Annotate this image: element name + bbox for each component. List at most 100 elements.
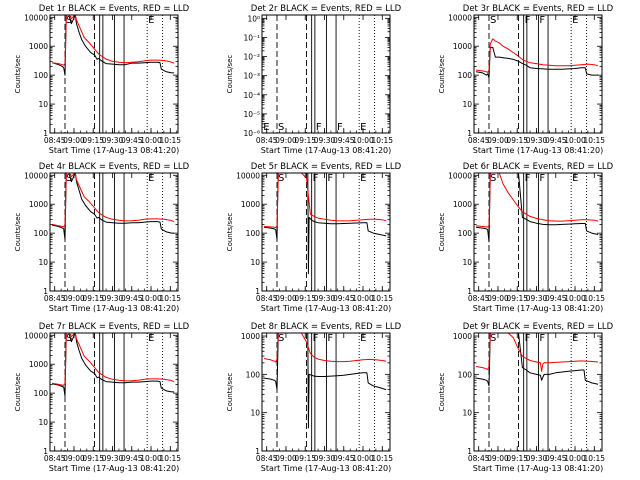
plot-frame <box>473 14 603 134</box>
y-tick-label: 10000 <box>448 13 472 22</box>
x-axis-label: Start Time (17-Aug-13 08:41:20) <box>49 304 180 313</box>
panel-det-9: S F F E110100100008:4509:0009:1509:3009:451… <box>438 322 614 473</box>
panel-det-6: S F F E 1 10 100 1000 10000 08:4509:0009:1509:300… <box>438 162 614 313</box>
lld-series-line <box>476 38 599 73</box>
x-tick-label: 09:45 <box>121 294 143 303</box>
x-axis-label: Start Time (17-Aug-13 08:41:20) <box>261 464 392 473</box>
y-tick-label: 1 <box>43 129 48 138</box>
x-tick-label: 09:15 <box>506 454 528 463</box>
panel-det-4: S E 1 10 100 1000 10000 08:4509:0009:1509:3009:… <box>14 162 190 313</box>
x-tick-label: 10:00 <box>564 294 586 303</box>
y-axis-label: Counts/sec <box>438 55 446 94</box>
x-tick-label: 09:00 <box>487 136 509 145</box>
marker-label: E <box>263 122 269 133</box>
x-tick-label: 10:15 <box>583 454 605 463</box>
x-tick-label: 10:00 <box>352 136 374 145</box>
plot-frame <box>261 14 391 134</box>
x-tick-label: 08:45 <box>44 136 66 145</box>
x-tick-label: 08:45 <box>44 294 66 303</box>
x-tick-label: 08:45 <box>256 294 278 303</box>
y-tick-label: 1 <box>467 129 472 138</box>
x-tick-label: 09:30 <box>102 136 124 145</box>
x-tick-label: 09:30 <box>314 294 336 303</box>
y-axis-label: Counts/sec <box>226 213 234 252</box>
x-tick-label: 09:45 <box>545 454 567 463</box>
y-tick-label: 1000 <box>241 332 260 341</box>
marker-label: E <box>148 333 154 344</box>
panel-title: Det 4r BLACK = Events, RED = LLD <box>39 162 190 172</box>
x-tick-label: 10:15 <box>371 136 393 145</box>
x-axis-label: Start Time (17-Aug-13 08:41:20) <box>473 146 604 155</box>
x-tick-label: 09:00 <box>275 294 297 303</box>
x-tick-label: 09:00 <box>487 294 509 303</box>
y-tick-label: 100 <box>34 229 49 238</box>
marker-label: F <box>313 333 319 344</box>
panel-title: Det 2r BLACK = Events, RED = LLD <box>251 4 402 14</box>
panel-title: Det 3r BLACK = Events, RED = LLD <box>463 4 614 14</box>
x-tick-label: 09:00 <box>63 136 85 145</box>
y-axis-label: Counts/sec <box>14 213 22 252</box>
x-tick-label: 09:45 <box>121 136 143 145</box>
y-tick-label: 1000 <box>29 360 48 369</box>
x-tick-label: 10:15 <box>159 454 181 463</box>
y-tick-label: 10 <box>38 258 48 267</box>
y-tick-label: 100 <box>34 71 49 80</box>
lld-series-line <box>52 15 175 66</box>
marker-label: E <box>360 333 366 344</box>
plot-frame <box>49 332 179 452</box>
x-tick-label: 10:00 <box>352 294 374 303</box>
marker-label: E <box>148 173 154 184</box>
y-tick-label: 10 <box>462 409 472 418</box>
x-tick-label: 10:00 <box>564 454 586 463</box>
y-tick-label: 10⁻⁶ <box>243 129 260 138</box>
panel-det-3: S F F E 1 10 100 1000 10000 08:4509:0009:1509:300… <box>438 4 614 155</box>
y-tick-label: 1000 <box>453 200 472 209</box>
x-axis-label: Start Time (17-Aug-13 08:41:20) <box>49 146 180 155</box>
panel-title: Det 6r BLACK = Events, RED = LLD <box>463 162 614 172</box>
y-tick-label: 10000 <box>236 171 260 180</box>
y-tick-label: 1000 <box>29 42 48 51</box>
x-tick-label: 09:45 <box>333 136 355 145</box>
x-tick-label: 09:00 <box>275 136 297 145</box>
panel-det-5: S F F E 1 10 100 1000 10000 08:4509:0009:1509:300… <box>226 162 402 313</box>
panel-title: Det 1r BLACK = Events, RED = LLD <box>39 4 190 14</box>
x-tick-label: 09:15 <box>82 136 104 145</box>
y-axis-label: Counts/sec <box>14 55 22 94</box>
x-tick-label: 09:15 <box>294 136 316 145</box>
marker-label: S <box>278 122 284 133</box>
x-tick-label: 09:00 <box>275 454 297 463</box>
panel-title: Det 8r BLACK = Events, RED = LLD <box>251 322 402 332</box>
x-tick-label: 09:30 <box>314 454 336 463</box>
y-axis-label: Counts/sec <box>226 55 234 94</box>
panel-det-1: S E 1 10 100 1000 10000 08:4509:0009:1509:3009:… <box>14 4 190 155</box>
panel-det-7: S E 1 10 100 1000 10000 08:4509:0009:1509:3009:… <box>14 322 190 473</box>
lld-series-line <box>476 333 599 372</box>
y-tick-label: 100 <box>246 229 261 238</box>
x-tick-label: 08:45 <box>256 136 278 145</box>
x-axis-label: Start Time (17-Aug-13 08:41:20) <box>473 464 604 473</box>
x-tick-label: 10:15 <box>371 294 393 303</box>
x-tick-label: 09:30 <box>102 294 124 303</box>
y-tick-label: 10000 <box>24 171 48 180</box>
x-axis-label: Start Time (17-Aug-13 08:41:20) <box>261 146 392 155</box>
x-tick-label: 10:00 <box>140 454 162 463</box>
y-axis-label: Counts/sec <box>438 373 446 412</box>
marker-label: F <box>525 173 531 184</box>
y-tick-label: 10⁻¹ <box>243 33 260 42</box>
y-tick-label: 100 <box>34 389 49 398</box>
panel-title: Det 5r BLACK = Events, RED = LLD <box>251 162 402 172</box>
marker-label: S <box>66 173 72 184</box>
y-tick-label: 1000 <box>453 42 472 51</box>
lld-series-line <box>52 333 175 386</box>
lld-series-line <box>51 173 175 228</box>
x-tick-label: 09:45 <box>333 294 355 303</box>
x-tick-label: 09:15 <box>506 136 528 145</box>
lld-series-line <box>264 173 387 229</box>
x-tick-label: 09:15 <box>82 454 104 463</box>
y-tick-label: 1 <box>467 447 472 456</box>
x-tick-label: 09:30 <box>526 136 548 145</box>
y-tick-label: 10000 <box>448 171 472 180</box>
x-tick-label: 09:30 <box>102 454 124 463</box>
y-tick-label: 10⁻² <box>243 53 260 62</box>
